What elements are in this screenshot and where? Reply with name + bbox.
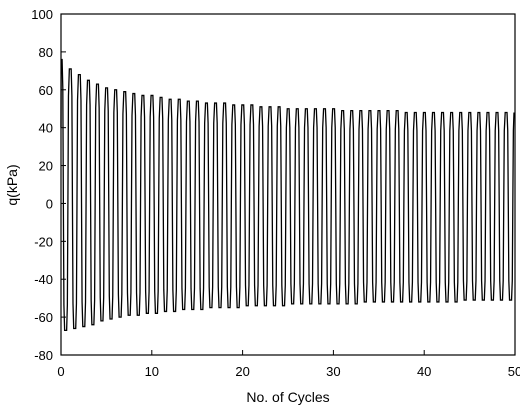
y-tick-label: 60	[39, 83, 53, 98]
y-tick-label: 100	[31, 7, 53, 22]
y-tick-label: -60	[34, 310, 53, 325]
x-tick-label: 0	[57, 364, 64, 379]
x-axis-ticks: 0 10 20 30 40 50	[57, 350, 520, 379]
y-tick-label: -80	[34, 348, 53, 363]
y-axis-ticks: -80 -60 -40 -20 0 20 40 60 80 100	[31, 7, 66, 363]
y-tick-label: 40	[39, 121, 53, 136]
y-tick-label: -40	[34, 272, 53, 287]
y-tick-label: 80	[39, 45, 53, 60]
x-axis-label: No. of Cycles	[246, 389, 329, 405]
plot-frame	[60, 13, 516, 356]
x-tick-label: 30	[326, 364, 340, 379]
y-tick-label: 20	[39, 159, 53, 174]
x-tick-label: 20	[235, 364, 249, 379]
y-tick-label: 0	[46, 196, 53, 211]
y-axis-label: q(kPa)	[4, 164, 20, 205]
series-q-signal	[60, 58, 515, 332]
x-tick-label: 50	[508, 364, 520, 379]
y-tick-label: -20	[34, 234, 53, 249]
x-tick-label: 10	[145, 364, 159, 379]
x-tick-label: 40	[417, 364, 431, 379]
